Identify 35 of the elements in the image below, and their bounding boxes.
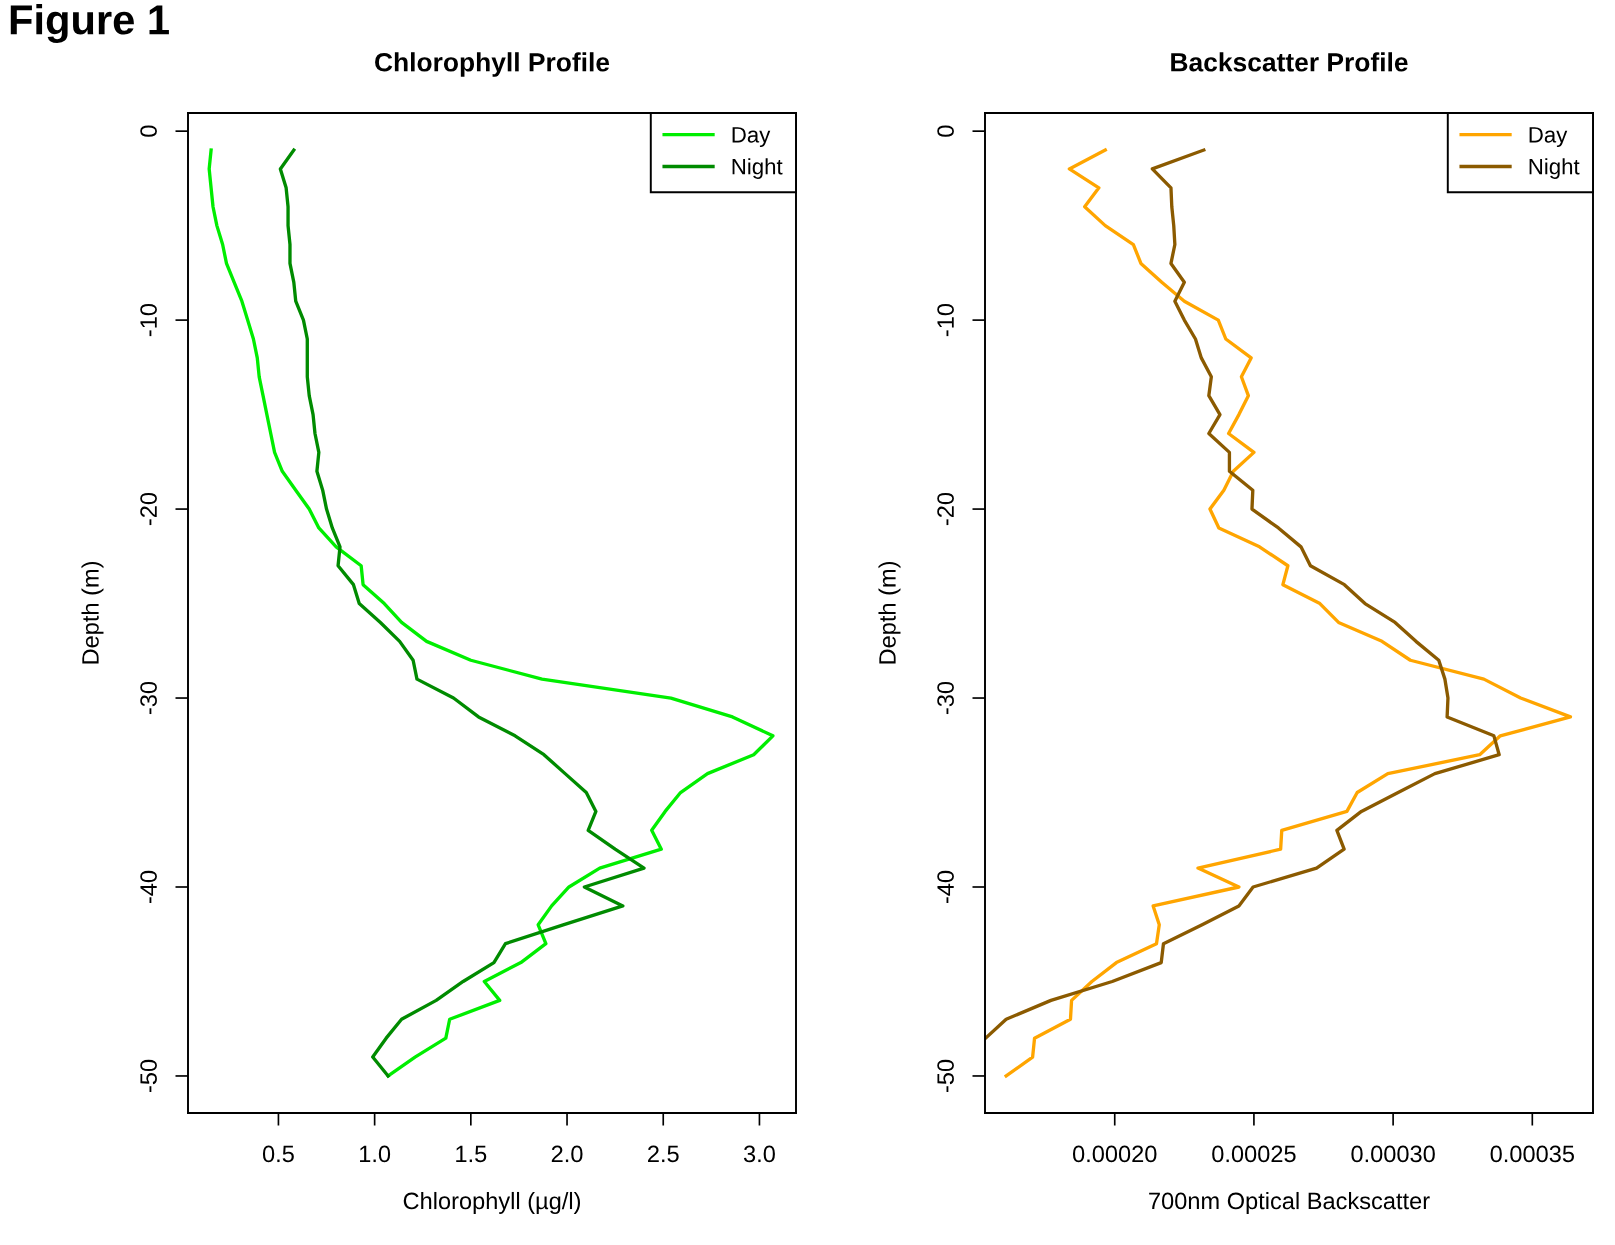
x-tick-label: 0.00035	[1490, 1145, 1574, 1163]
x-tick-label: 1.5	[456, 1145, 487, 1163]
y-tick-label: -10	[140, 303, 157, 337]
x-tick-label: 0.00030	[1351, 1145, 1435, 1163]
y-tick-label: 0	[140, 125, 157, 137]
caption: Figure 1	[10, 4, 169, 44]
y-tick-label: -40	[140, 870, 157, 904]
legend-label: Day	[732, 127, 771, 148]
y-tick-label: -20	[140, 492, 157, 526]
x-tick-label: 1.0	[360, 1145, 391, 1163]
y-tick-label: -50	[140, 1059, 157, 1092]
x-tick-label: 0.5	[262, 1145, 294, 1163]
x-axis-title: Chlorophyll (µg/l)	[403, 1191, 581, 1214]
y-axis-title: Depth (m)	[81, 561, 104, 664]
y-axis-title: Depth (m)	[878, 561, 901, 664]
y-tick-label: 0	[937, 125, 954, 137]
y-tick-label: -20	[937, 492, 954, 526]
line-series	[278, 148, 646, 1078]
y-tick-label: -50	[937, 1059, 954, 1092]
x-tick-label: 0.00025	[1212, 1145, 1296, 1163]
legend-label: Night	[732, 158, 783, 179]
legend-label: Night	[1529, 158, 1580, 179]
x-tick-label: 0.00020	[1072, 1145, 1157, 1163]
x-axis-title: 700nm Optical Backscatter	[1149, 1191, 1430, 1214]
line-series	[985, 148, 1501, 1040]
y-tick-label: -10	[937, 303, 954, 337]
x-tick-label: 3.0	[743, 1145, 775, 1163]
x-tick-label: 2.0	[551, 1145, 583, 1163]
legend-label: Day	[1529, 127, 1568, 148]
chart-title: Backscatter Profile	[1171, 52, 1408, 72]
y-tick-label: -30	[937, 681, 954, 715]
chart-title: Chlorophyll Profile	[375, 52, 610, 77]
y-tick-label: -30	[140, 681, 157, 715]
x-tick-label: 2.5	[648, 1145, 679, 1163]
y-tick-label: -40	[937, 870, 954, 904]
